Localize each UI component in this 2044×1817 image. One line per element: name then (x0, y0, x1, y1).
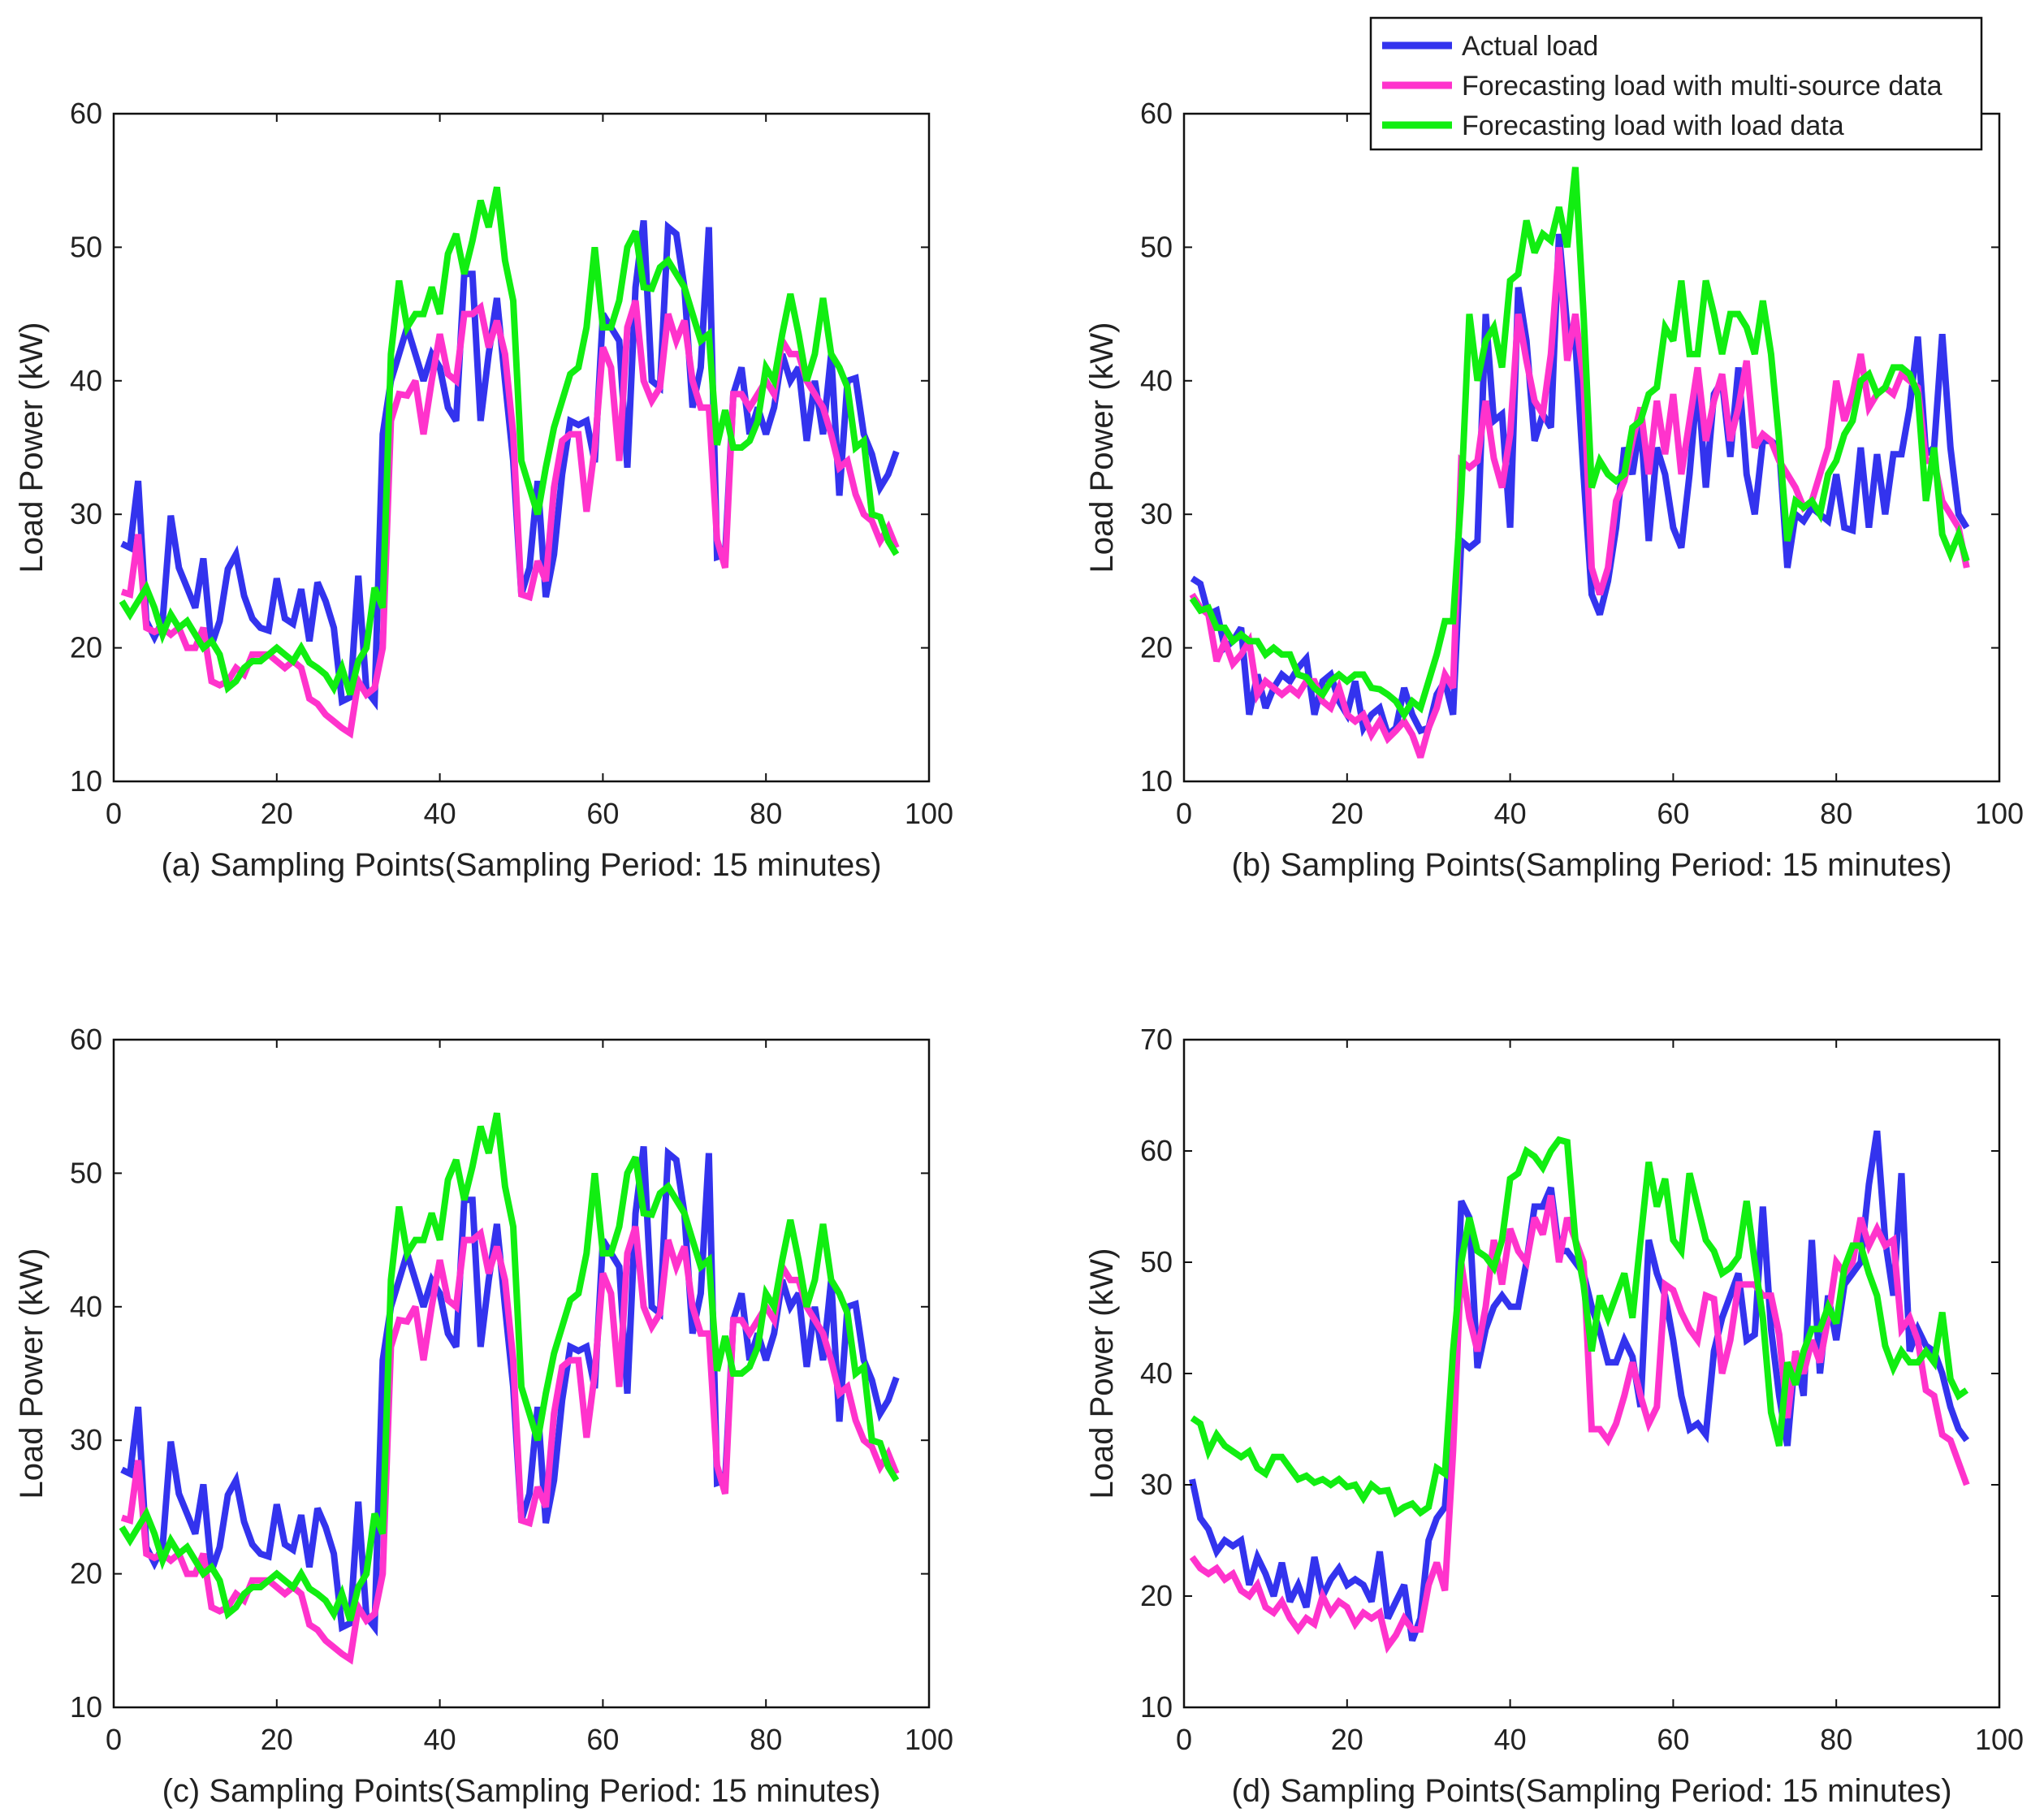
y-tick-label: 60 (70, 97, 102, 130)
tick-layer: 0 20 40 60 80 100 10 20 30 40 50 60 (1140, 97, 2024, 830)
plot-frame (112, 1038, 931, 1709)
y-tick-label: 10 (70, 764, 102, 798)
chart-panel-b: 0 20 40 60 80 100 10 20 30 40 50 60 (b) Sampling Po… (1084, 97, 2024, 883)
y-tick-label: 20 (70, 1557, 102, 1590)
legend: Actual load Forecasting load with multi-… (1369, 16, 1983, 151)
x-tick-label: 20 (261, 1723, 293, 1756)
x-tick-label: 0 (106, 797, 122, 830)
y-tick-label: 40 (1140, 364, 1173, 397)
tick-layer: 0 20 40 60 80 100 10 20 30 40 50 60 70 (1140, 1023, 2024, 1756)
y-axis-label: Load Power (kW) (14, 322, 50, 573)
chart-panel-d: 0 20 40 60 80 100 10 20 30 40 50 60 70 (d) Sampling … (1084, 1023, 2024, 1809)
x-tick-label: 20 (1331, 797, 1363, 830)
y-tick-label: 50 (1140, 1245, 1173, 1278)
x-tick-label: 60 (586, 797, 619, 830)
chart-panel-c: 0 20 40 60 80 100 10 20 30 40 50 60 (c) Sampling Po… (14, 1023, 953, 1809)
y-tick-label: 20 (1140, 631, 1173, 664)
y-tick-label: 60 (1140, 1134, 1173, 1167)
series-layer (1189, 167, 1970, 759)
y-tick-label: 20 (1140, 1579, 1173, 1612)
series-layer (1189, 1130, 1970, 1655)
x-tick-label: 80 (750, 797, 782, 830)
plot-frame (112, 112, 931, 783)
x-tick-label: 0 (1176, 797, 1192, 830)
x-tick-label: 100 (1975, 1723, 2024, 1756)
x-tick-label: 80 (1820, 797, 1852, 830)
x-tick-label: 40 (424, 1723, 456, 1756)
y-tick-label: 60 (70, 1023, 102, 1056)
series-layer (119, 1112, 900, 1665)
legend-label-multi-source-forecast: Forecasting load with multi-source data (1462, 71, 1942, 102)
y-tick-label: 50 (70, 230, 102, 263)
y-axis-label: Load Power (kW) (1084, 322, 1120, 573)
x-tick-label: 40 (424, 797, 456, 830)
x-tick-label: 40 (1494, 797, 1527, 830)
chart-panel-a: 0 20 40 60 80 100 10 20 30 40 50 60 (a) Sampling Po… (14, 97, 953, 883)
series-line-forecasting-load-with-load-data (119, 186, 900, 696)
legend-label-load-data-forecast: Forecasting load with load data (1462, 110, 1844, 141)
y-axis-label: Load Power (kW) (14, 1248, 50, 1499)
tick-layer: 0 20 40 60 80 100 10 20 30 40 50 60 (70, 1023, 953, 1756)
series-line-forecasting-load-with-multi-source-data (120, 300, 900, 739)
x-tick-label: 40 (1494, 1723, 1527, 1756)
series-line-forecasting-load-with-load-data (1189, 167, 1970, 721)
series-line-forecasting-load-with-multi-source-data (1189, 247, 1970, 759)
y-tick-label: 10 (1140, 1690, 1173, 1724)
y-tick-label: 30 (1140, 1468, 1173, 1501)
y-tick-label: 40 (70, 1290, 102, 1323)
series-line-forecasting-load-with-load-data (1190, 1136, 1969, 1518)
tick-layer: 0 20 40 60 80 100 10 20 30 40 50 60 (70, 97, 953, 830)
x-tick-label: 60 (1657, 797, 1689, 830)
x-tick-label: 20 (1331, 1723, 1363, 1756)
series-layer (119, 186, 900, 739)
y-tick-label: 70 (1140, 1023, 1173, 1056)
x-axis-label: (d) Sampling Points(Sampling Period: 15 … (1231, 1773, 1951, 1809)
x-axis-label: (c) Sampling Points(Sampling Period: 15 … (162, 1773, 881, 1809)
legend-label-actual-load: Actual load (1462, 31, 1598, 62)
y-axis-label: Load Power (kW) (1084, 1248, 1120, 1499)
x-tick-label: 20 (261, 797, 293, 830)
x-axis-label: (a) Sampling Points(Sampling Period: 15 … (161, 847, 881, 883)
x-tick-label: 80 (1820, 1723, 1852, 1756)
x-tick-label: 60 (586, 1723, 619, 1756)
y-tick-label: 50 (70, 1156, 102, 1189)
series-line-actual-load (1190, 233, 1970, 741)
y-tick-label: 30 (1140, 497, 1173, 530)
x-tick-label: 100 (905, 797, 953, 830)
y-tick-label: 40 (1140, 1356, 1173, 1390)
legend-box (1369, 16, 1983, 151)
x-axis-label: (b) Sampling Points(Sampling Period: 15 … (1231, 847, 1951, 883)
y-tick-label: 60 (1140, 97, 1173, 130)
x-tick-label: 100 (905, 1723, 953, 1756)
x-tick-label: 0 (106, 1723, 122, 1756)
series-line-forecasting-load-with-multi-source-data (120, 1226, 900, 1665)
y-tick-label: 40 (70, 364, 102, 397)
y-tick-label: 20 (70, 631, 102, 664)
x-tick-label: 100 (1975, 797, 2024, 830)
y-tick-label: 30 (70, 1423, 102, 1456)
x-tick-label: 0 (1176, 1723, 1192, 1756)
y-tick-label: 50 (1140, 230, 1173, 263)
y-tick-label: 30 (70, 497, 102, 530)
x-tick-label: 80 (750, 1723, 782, 1756)
y-tick-label: 10 (1140, 764, 1173, 798)
y-tick-label: 10 (70, 1690, 102, 1724)
x-tick-label: 60 (1657, 1723, 1689, 1756)
series-line-forecasting-load-with-load-data (119, 1112, 900, 1622)
